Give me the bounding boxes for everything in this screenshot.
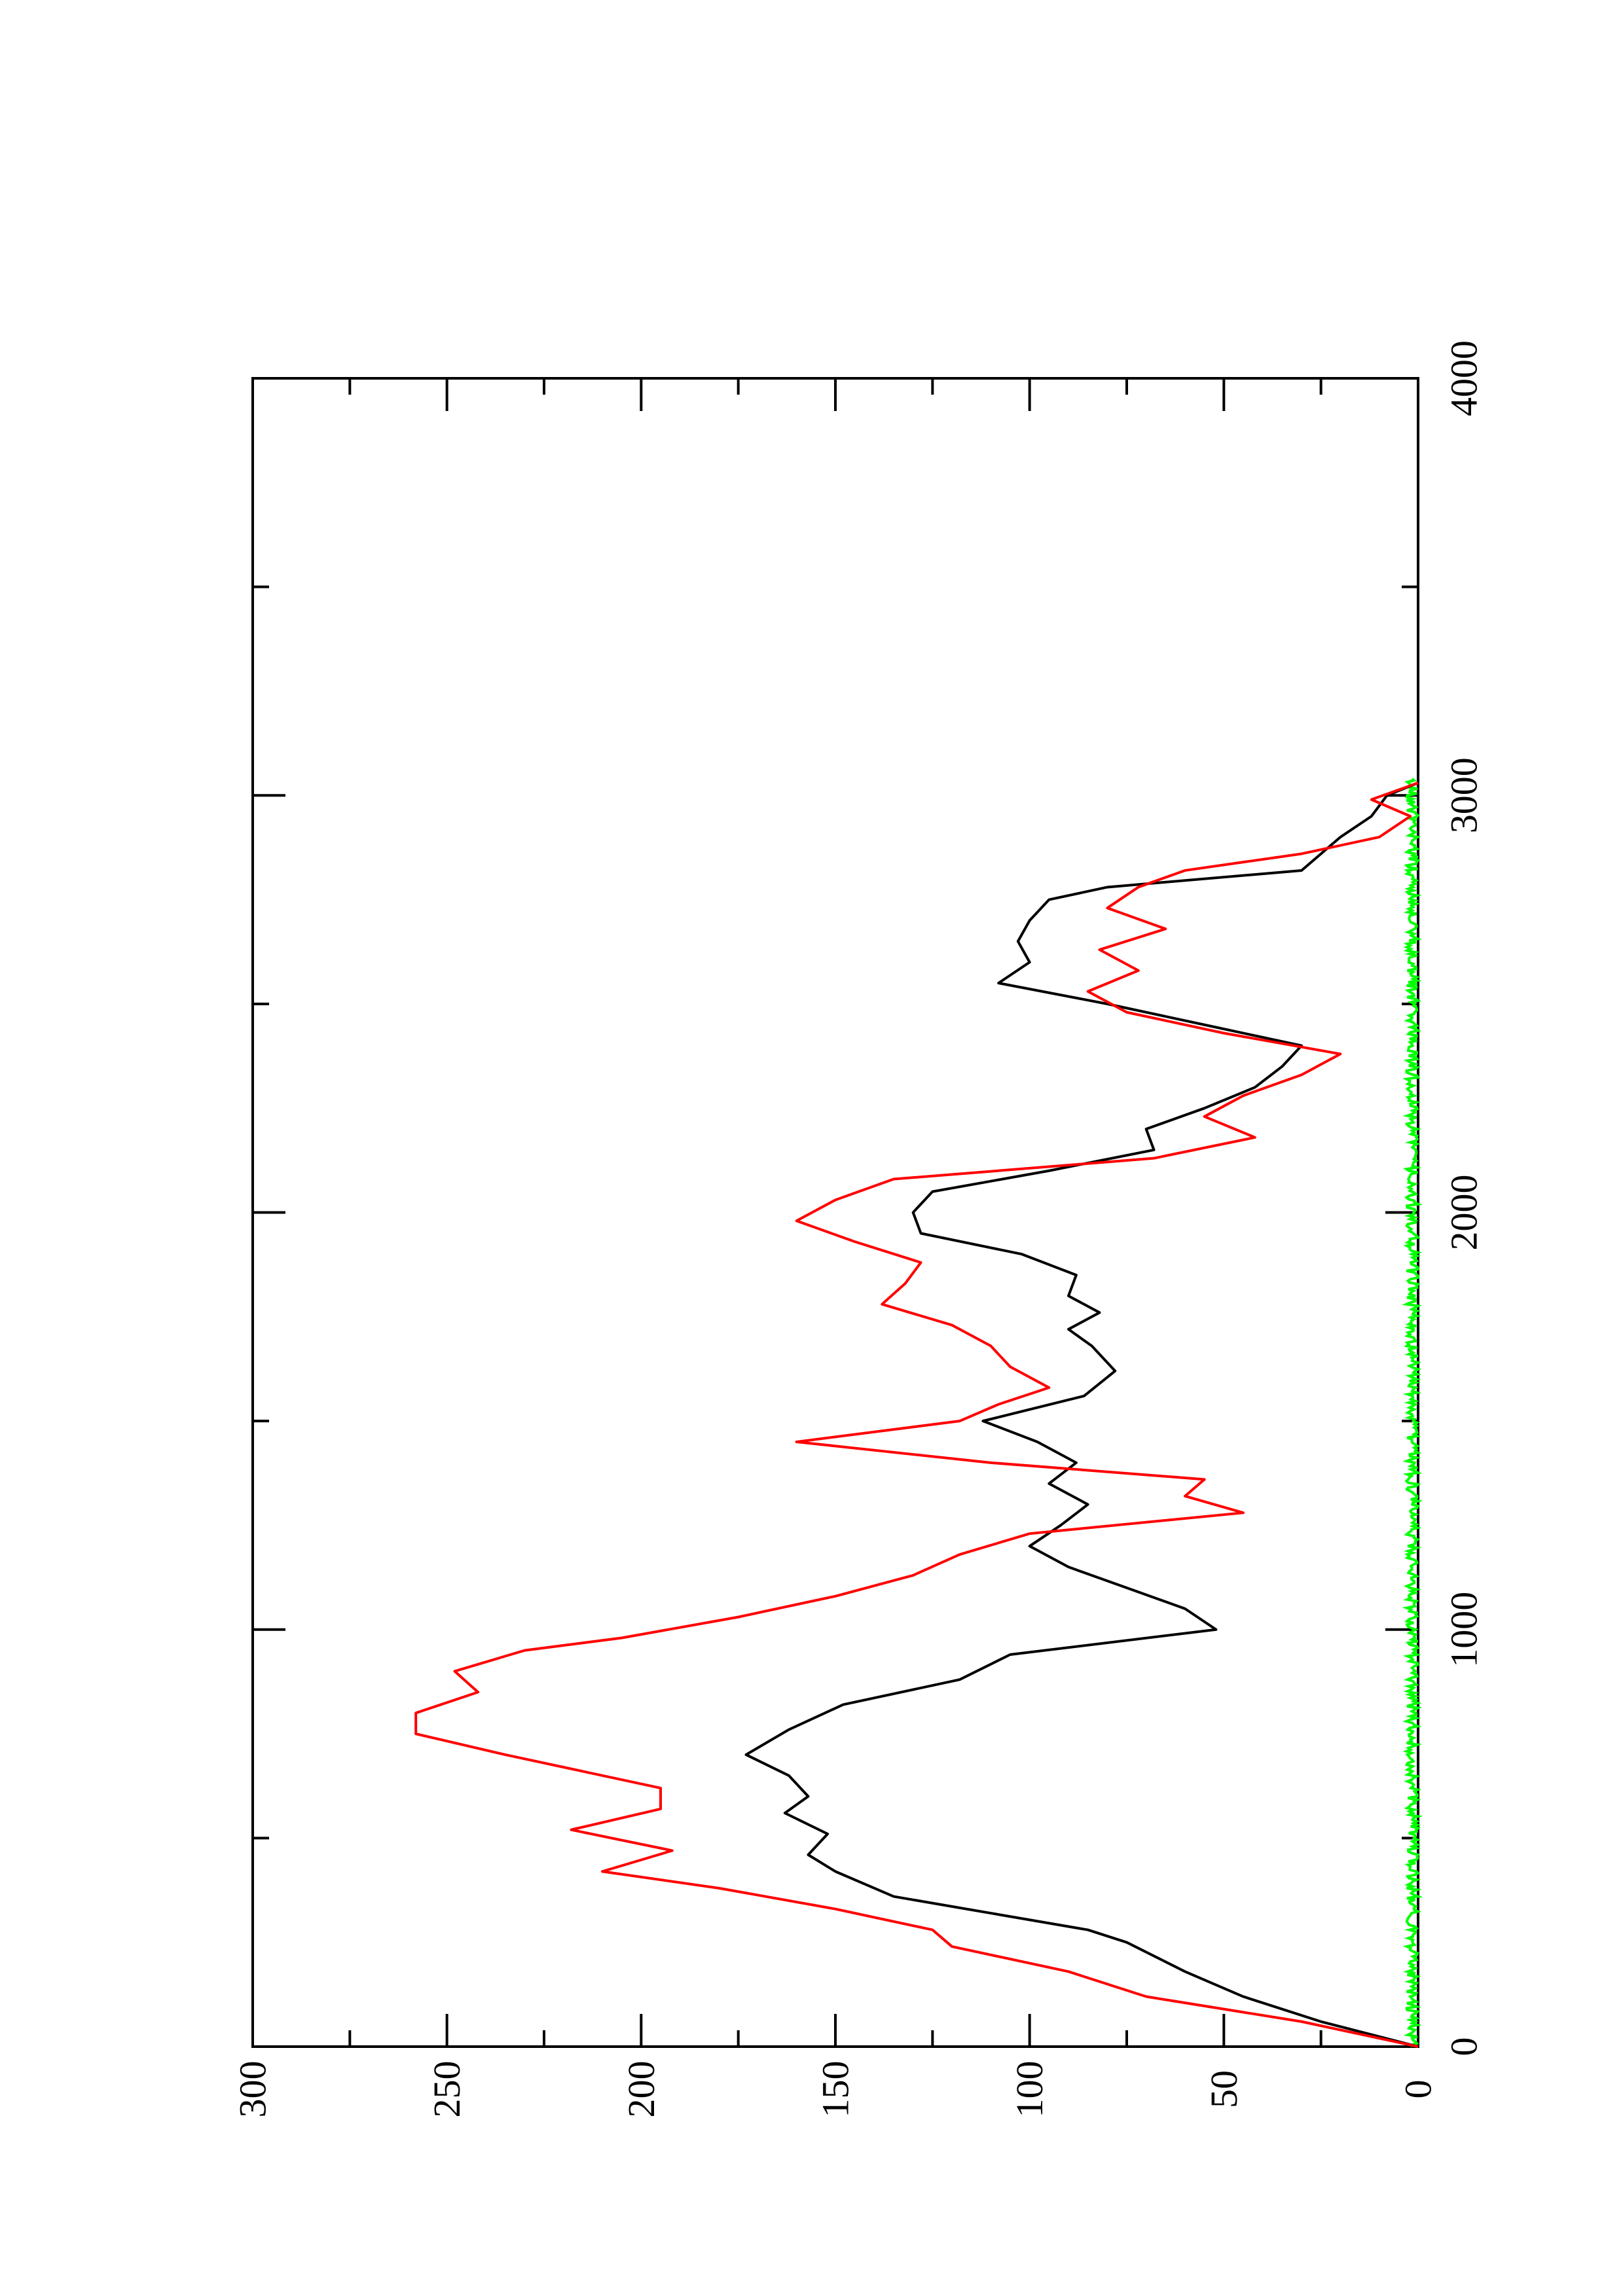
x-tick-label: 4000 <box>1443 340 1486 416</box>
series-lines <box>414 778 1423 2048</box>
x-tick-label: 3000 <box>1443 757 1486 833</box>
y-tick-label: 0 <box>1397 2080 1440 2099</box>
axis-tick-labels: 0 1000 2000 3000 4000 0 50 100 150 200 250 300 <box>232 340 1486 2118</box>
series-line-green <box>1401 778 1423 2047</box>
y-tick-label: 50 <box>1203 2070 1245 2108</box>
x-tick-label: 1000 <box>1443 1592 1486 1668</box>
series-line-red <box>414 781 1419 2048</box>
y-tick-label: 250 <box>426 2061 468 2118</box>
y-tick-label: 150 <box>814 2061 857 2118</box>
series-line-black <box>744 781 1419 2048</box>
y-tick-label: 200 <box>620 2061 663 2118</box>
x-tick-label: 0 <box>1443 2037 1486 2056</box>
y-tick-label: 300 <box>232 2061 274 2118</box>
y-tick-label: 100 <box>1008 2061 1051 2118</box>
x-tick-label: 2000 <box>1443 1175 1486 1251</box>
axis-ticks <box>251 377 1419 2048</box>
plot-frame <box>251 377 1419 2048</box>
plot-frame-rect <box>251 377 1419 2048</box>
